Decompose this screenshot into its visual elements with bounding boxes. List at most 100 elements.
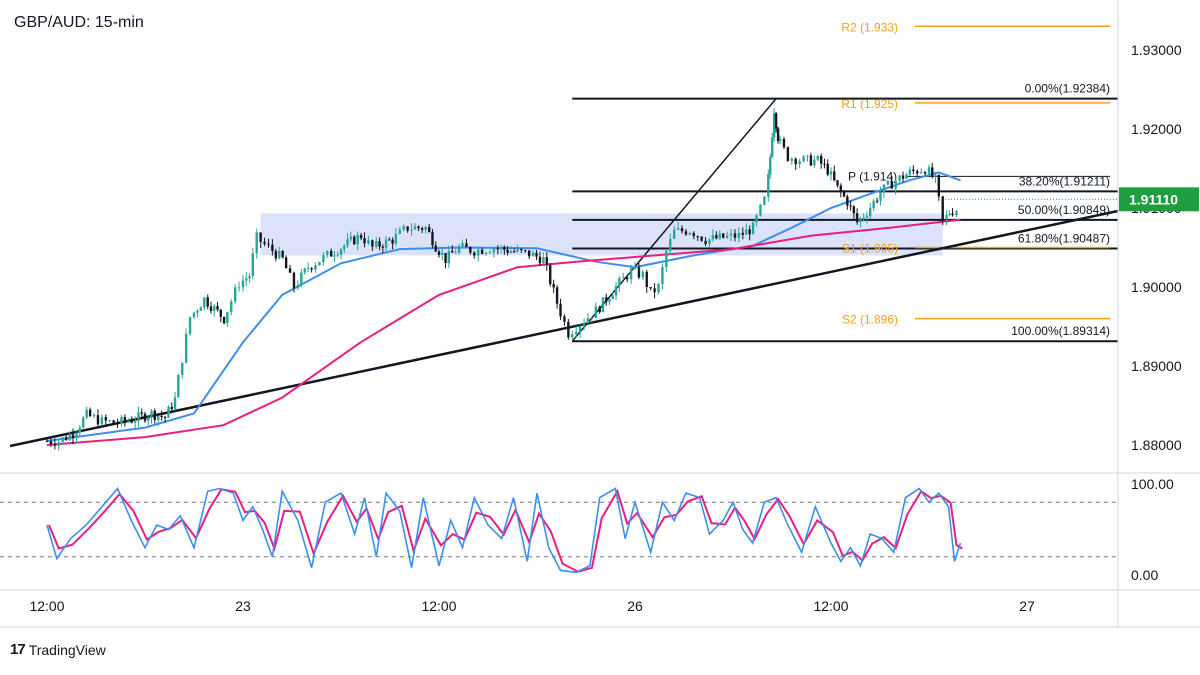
candle <box>567 318 570 340</box>
candle <box>759 204 762 217</box>
candle-body <box>391 239 394 244</box>
candle <box>402 224 405 232</box>
candle-body <box>571 334 574 338</box>
candle-body <box>64 437 68 441</box>
pivot-label: R2 (1.933) <box>841 20 898 34</box>
candle-body <box>700 236 703 241</box>
candle <box>492 246 496 258</box>
candle-body <box>552 284 555 288</box>
candle-body <box>823 163 826 165</box>
candle <box>745 223 748 235</box>
candle <box>806 154 809 162</box>
candle-body <box>451 250 454 253</box>
candle-body <box>57 442 60 446</box>
candle <box>741 227 744 240</box>
candle-body <box>704 240 707 245</box>
candle <box>661 263 664 290</box>
candle <box>575 325 578 339</box>
candle-body <box>842 191 846 197</box>
candle-body <box>284 257 288 269</box>
candle <box>684 228 688 236</box>
candle <box>64 433 68 442</box>
candle-body <box>143 413 147 421</box>
candle-body <box>865 216 869 218</box>
candle <box>859 216 862 228</box>
candle-body <box>798 161 801 165</box>
candle-body <box>160 416 163 418</box>
candle <box>625 275 629 283</box>
candle <box>641 269 645 280</box>
candle-body <box>538 256 542 264</box>
candle <box>78 424 82 437</box>
candle <box>457 243 461 255</box>
candle <box>343 244 346 254</box>
moving-average-fast <box>46 171 961 442</box>
candle-body <box>894 180 897 189</box>
candle-body <box>829 171 833 175</box>
candle-body <box>898 175 901 181</box>
x-tick-label: 12:00 <box>29 598 64 614</box>
candle <box>948 210 951 217</box>
candle-body <box>170 406 173 410</box>
candle <box>303 267 306 275</box>
last-price-badge <box>1119 187 1199 212</box>
candle <box>53 438 57 450</box>
candle-body <box>531 252 535 257</box>
candle-body <box>333 255 336 257</box>
candle <box>601 297 605 313</box>
candle <box>542 252 545 264</box>
candle-body <box>745 229 748 235</box>
candle <box>100 414 104 426</box>
candle <box>104 414 107 426</box>
candle <box>622 272 625 279</box>
candle <box>233 284 237 305</box>
candle-body <box>203 297 206 308</box>
candle <box>434 241 437 253</box>
candle <box>88 407 92 418</box>
candle-body <box>367 240 370 244</box>
candle-body <box>772 113 776 138</box>
candle <box>512 248 516 253</box>
candle <box>447 245 450 268</box>
axes: 1.930001.920001.910001.900001.890001.880… <box>0 0 1200 628</box>
candle <box>715 231 718 240</box>
candle-body <box>488 252 492 254</box>
candle <box>813 155 816 169</box>
candle-body <box>520 248 523 251</box>
candle-body <box>665 250 668 267</box>
candle-body <box>711 235 715 240</box>
candle <box>941 195 944 226</box>
candle-body <box>802 156 805 162</box>
candle-body <box>457 246 461 253</box>
candle <box>371 239 374 252</box>
candle-body <box>611 295 614 300</box>
candle <box>776 126 780 144</box>
candle-body <box>555 287 559 304</box>
candle <box>413 223 417 230</box>
candle <box>611 292 614 300</box>
candle <box>653 283 656 299</box>
candle <box>722 233 725 239</box>
pivot-label: P (1.914) <box>848 169 897 183</box>
candle-body <box>729 233 733 236</box>
x-tick-label: 12:00 <box>813 598 848 614</box>
candle-body <box>209 306 213 311</box>
candle <box>886 179 890 186</box>
candle <box>673 225 676 240</box>
candle-body <box>605 297 608 302</box>
candle-body <box>263 241 266 244</box>
candle-body <box>763 196 766 205</box>
candle <box>833 165 836 182</box>
candle <box>614 281 618 300</box>
candle-body <box>245 278 248 281</box>
candle <box>310 267 313 273</box>
candle <box>336 251 339 258</box>
candle-body <box>649 287 652 289</box>
candle <box>912 165 915 175</box>
candle-body <box>184 333 188 363</box>
candle-body <box>85 409 88 418</box>
candle <box>263 237 266 247</box>
candle <box>923 170 927 176</box>
tradingview-logo-icon: 17 <box>10 641 26 658</box>
candle <box>484 251 488 257</box>
